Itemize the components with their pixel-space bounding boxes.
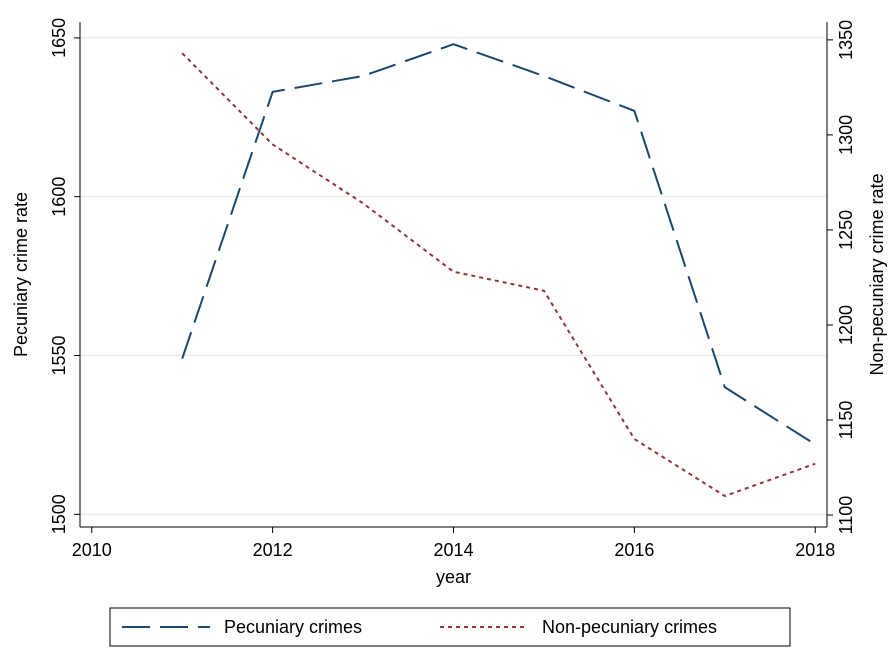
- y2-tick-label: 1200: [836, 305, 856, 345]
- y2-tick-label: 1250: [836, 210, 856, 250]
- x-tick-label: 2016: [614, 540, 654, 560]
- y2-axis-title: Non-pecuniary crime rate: [867, 173, 887, 375]
- y2-tick-label: 1300: [836, 115, 856, 155]
- y2-tick-label: 1350: [836, 20, 856, 60]
- legend-label: Pecuniary crimes: [224, 617, 362, 637]
- x-tick-label: 2018: [795, 540, 835, 560]
- x-axis-title: year: [436, 567, 471, 587]
- y-tick-label: 1650: [49, 18, 69, 58]
- y-tick-label: 1550: [49, 335, 69, 375]
- y-tick-label: 1600: [49, 177, 69, 217]
- y2-tick-label: 1150: [836, 401, 856, 440]
- series-line: [181, 52, 816, 498]
- y-axis-title: Pecuniary crime rate: [11, 192, 31, 357]
- x-tick-label: 2014: [433, 540, 473, 560]
- x-tick-label: 2012: [253, 540, 293, 560]
- series-line: [181, 43, 816, 446]
- x-tick-label: 2010: [72, 540, 112, 560]
- y2-tick-label: 1100: [836, 496, 856, 535]
- legend-label: Non-pecuniary crimes: [542, 617, 717, 637]
- y-tick-label: 1500: [49, 494, 69, 534]
